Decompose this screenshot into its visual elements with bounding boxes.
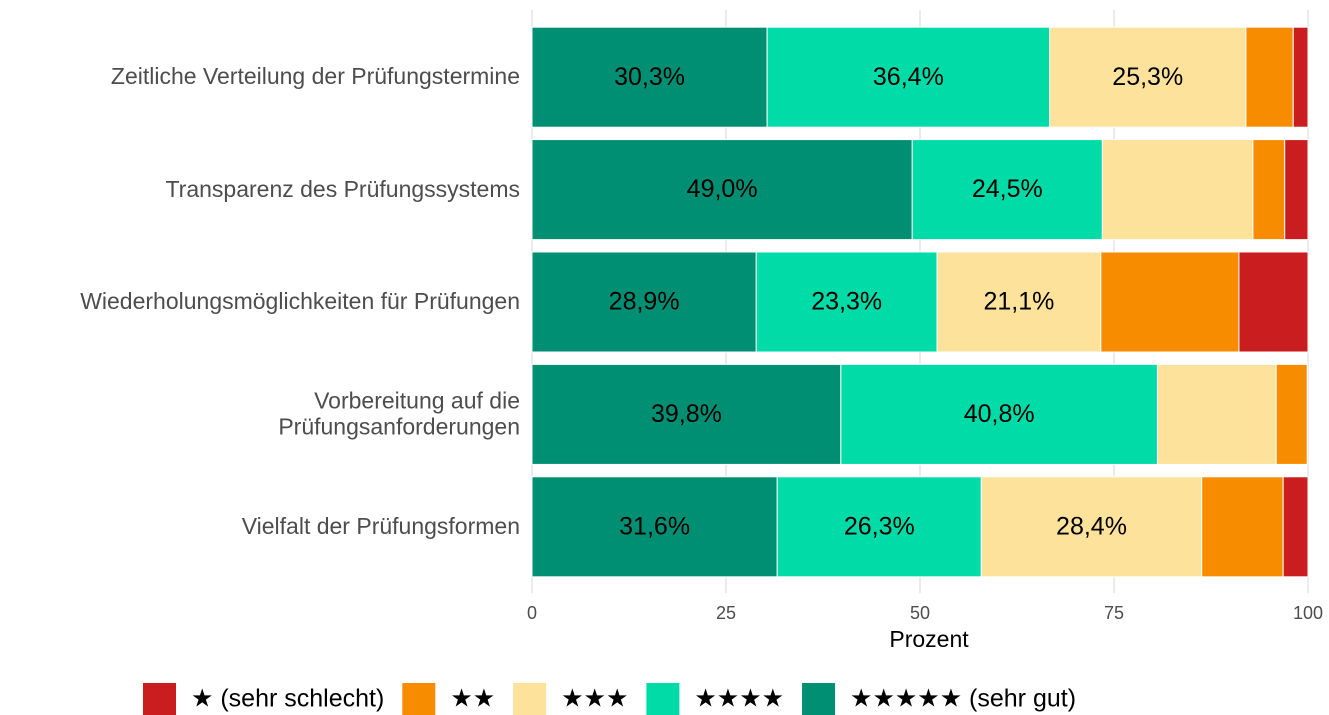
bar-segment	[1156, 363, 1277, 465]
data-label: 24,5%	[972, 175, 1043, 203]
bar-segment	[980, 476, 1203, 578]
bar-segment	[1252, 139, 1286, 241]
x-tick-label: 25	[716, 603, 736, 623]
legend-swatch	[802, 683, 836, 715]
data-label: 30,3%	[614, 63, 685, 91]
bar-segment	[1292, 26, 1309, 128]
legend-swatch	[646, 683, 680, 715]
bar-segment	[531, 476, 778, 578]
bar-segment	[1201, 476, 1284, 578]
bar-segment	[531, 363, 842, 465]
data-label: 36,4%	[873, 63, 944, 91]
data-label: 40,8%	[964, 400, 1035, 428]
x-tick-label: 0	[527, 603, 537, 623]
bar-segment	[531, 26, 768, 128]
bar-segment	[755, 251, 938, 353]
x-tick-label: 75	[1104, 603, 1124, 623]
bar-segment	[1275, 363, 1308, 465]
data-label: 23,3%	[811, 288, 882, 316]
bar-segment	[1100, 251, 1240, 353]
legend-label: ★ (sehr schlecht)	[191, 685, 384, 713]
bar-segment	[1101, 139, 1254, 241]
bar-segment	[1245, 26, 1294, 128]
legend-swatch	[513, 683, 547, 715]
bar-segment	[1049, 26, 1247, 128]
y-tick-label: Transparenz des Prüfungssystems	[165, 175, 520, 202]
bar-segment	[1284, 139, 1309, 241]
bar-segment	[911, 139, 1103, 241]
legend-label: ★★	[450, 685, 495, 713]
legend-swatch	[143, 683, 176, 715]
data-label: 31,6%	[619, 512, 690, 540]
bar-segment	[531, 139, 913, 241]
data-label: 25,3%	[1112, 63, 1183, 91]
x-tick-label: 50	[910, 603, 930, 623]
data-label: 49,0%	[687, 175, 758, 203]
bar-segment	[531, 251, 757, 353]
bar-segment	[1238, 251, 1309, 353]
data-label: 28,9%	[609, 288, 680, 316]
data-label: 26,3%	[844, 512, 915, 540]
y-tick-label: Zeitliche Verteilung der Prüfungstermine	[110, 63, 520, 90]
x-axis-title: Prozent	[889, 626, 969, 652]
bar-segment	[766, 26, 1051, 128]
data-label: 28,4%	[1056, 512, 1127, 540]
y-tick-label: Wiederholungsmöglichkeiten für Prüfungen	[80, 288, 520, 315]
y-tick-label: Vielfalt der Prüfungsformen	[241, 512, 520, 539]
data-label: 39,8%	[651, 400, 722, 428]
bar-segment	[1282, 476, 1309, 578]
bar-segment	[840, 363, 1158, 465]
legend-label: ★★★	[561, 685, 628, 713]
legend-label: ★★★★★ (sehr gut)	[850, 685, 1076, 713]
legend-swatch	[402, 683, 436, 715]
x-tick-label: 100	[1293, 603, 1323, 623]
legend-label: ★★★★	[694, 685, 784, 713]
data-label: 21,1%	[983, 288, 1054, 316]
y-tick-label: Vorbereitung auf die Prüfungsanforderung…	[278, 387, 520, 440]
